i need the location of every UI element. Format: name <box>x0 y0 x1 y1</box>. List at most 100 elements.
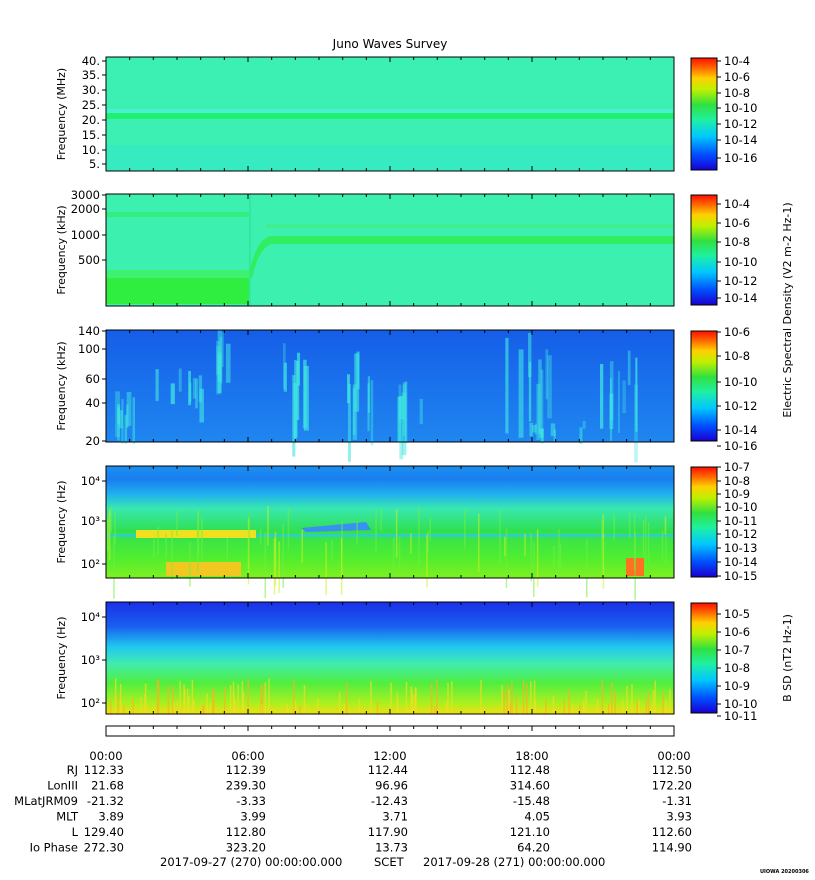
ephemeris-value: -1.31 <box>662 794 692 808</box>
panel-3-burst <box>216 346 221 395</box>
panel-4-spike <box>647 522 650 565</box>
panel-3-burst <box>553 429 556 443</box>
panel-5-spike <box>530 681 532 714</box>
colorbar-tick-label: 10-6 <box>724 70 750 84</box>
ephemeris-value: -12.43 <box>371 794 408 808</box>
panel-4-spike <box>418 506 420 565</box>
panel-3-burst <box>419 398 423 425</box>
panel-2-upper-line <box>106 212 249 217</box>
panel-4-spike <box>427 530 429 552</box>
panel-5-spike <box>501 684 503 714</box>
panel-5-spike <box>192 699 195 714</box>
panel-3-burst <box>198 375 203 403</box>
panel-5-spike <box>173 701 175 714</box>
panel-5-spike <box>645 697 648 714</box>
colorbar-frame <box>690 57 718 171</box>
panel-4-spike <box>602 514 604 538</box>
panel-5-spike <box>206 693 208 714</box>
y-tick-label: 140 <box>78 324 100 338</box>
panel-5-spike <box>480 680 482 714</box>
scet-end: 2017-09-28 (271) 00:00:00.000 <box>423 855 606 869</box>
colorbar-1 <box>691 58 717 170</box>
panel-4-spike <box>380 508 382 531</box>
panel-5-spike <box>268 678 270 714</box>
panel-5-spike <box>264 682 267 714</box>
panel-5-spike <box>260 704 263 714</box>
panel-4-spike <box>325 542 327 596</box>
panel-3-burst <box>528 361 532 422</box>
panel-4-spike <box>601 520 603 572</box>
panel-3-burst <box>195 378 198 409</box>
colorbar-tick-label: 10-14 <box>724 423 757 437</box>
panel-4-spike <box>287 507 290 550</box>
panel-3-burst <box>352 388 356 435</box>
y-tick-label: 3000 <box>71 188 100 202</box>
y-tick-label: 20. <box>82 113 100 127</box>
panel-5-spike <box>179 681 181 714</box>
panel-4-spike <box>107 514 110 564</box>
colorbar-tick-label: 10-15 <box>724 569 757 583</box>
panel-2-band <box>249 236 674 279</box>
panel-5-spike <box>436 679 438 714</box>
colorbar-tick-label: 10-12 <box>724 117 757 131</box>
y-axis-label: Frequency (kHz) <box>55 205 68 294</box>
ephemeris-value: -21.32 <box>87 794 124 808</box>
colorbar-tick-label: 10-8 <box>724 349 750 363</box>
spectrogram-panel-5 <box>105 601 718 715</box>
panel-5-spike <box>579 705 581 714</box>
panel-5-spike <box>526 683 528 714</box>
spectrogram-panel-3 <box>105 329 718 463</box>
ephemeris-value: 117.90 <box>368 825 408 839</box>
panel-4-spike <box>429 517 431 542</box>
panel-3-burst <box>370 380 374 446</box>
panel-5-spike <box>183 684 185 714</box>
panel-5-spike <box>614 692 616 714</box>
panel-4-spike <box>395 509 398 558</box>
panel-5-spike <box>447 682 449 714</box>
panel-5-spike <box>241 680 244 714</box>
panel-5-spike <box>140 697 142 714</box>
colorbar-tick-label: 10-10 <box>724 697 757 711</box>
spectrogram-panel-1 <box>105 56 718 172</box>
panel-5-spike <box>662 692 664 714</box>
panel-4-spike <box>226 537 229 561</box>
panel-5-spike <box>114 678 117 714</box>
ephemeris-value: 112.50 <box>652 763 692 777</box>
panel-3-burst <box>217 351 222 393</box>
panel-2-low-emission <box>106 276 249 304</box>
panel-4-spike <box>114 511 116 545</box>
panel-5-spike <box>414 687 417 714</box>
y-tick-label: 10² <box>81 696 100 710</box>
panel-5-spike <box>358 698 361 714</box>
panel-5-background <box>106 602 674 714</box>
colorbar-tick-label: 10-12 <box>724 399 757 413</box>
panel-3-burst <box>283 343 286 390</box>
panel-3-burst <box>220 331 224 368</box>
panel-5-spike <box>405 682 408 714</box>
colorbar-2 <box>691 195 717 305</box>
panel-4-blue-feature <box>301 522 371 532</box>
panel-4-hot-band <box>136 530 256 538</box>
panel-4-spike <box>110 506 112 532</box>
panel-3-burst <box>609 361 614 421</box>
colorbar-tick-label: 10-11 <box>724 709 757 723</box>
panel-5-spike <box>545 699 547 714</box>
y-tick-label: 10⁴ <box>81 610 101 624</box>
spectrogram-panel-2 <box>105 193 718 307</box>
panel-5-spike <box>345 682 348 714</box>
panel-3-burst <box>540 369 544 443</box>
ephemeris-value: 121.10 <box>510 825 550 839</box>
panel-5-spike <box>242 692 245 714</box>
panel-5-spike <box>117 693 119 714</box>
panel-5-spike <box>223 687 226 714</box>
panel-5-spike <box>585 690 587 714</box>
colorbar-tick-label: 10-8 <box>724 235 750 249</box>
panel-5-spike <box>669 689 671 714</box>
colorbar-frame <box>690 466 718 578</box>
ephemeris-value: 13.73 <box>375 841 408 855</box>
ephemeris-row-label: MLatJRM09 <box>14 794 78 808</box>
panel-5-spike <box>370 681 372 714</box>
panel-4-spike <box>248 515 250 540</box>
colorbar-tick-label: 10-4 <box>724 54 750 68</box>
panel-4-line <box>106 534 674 537</box>
